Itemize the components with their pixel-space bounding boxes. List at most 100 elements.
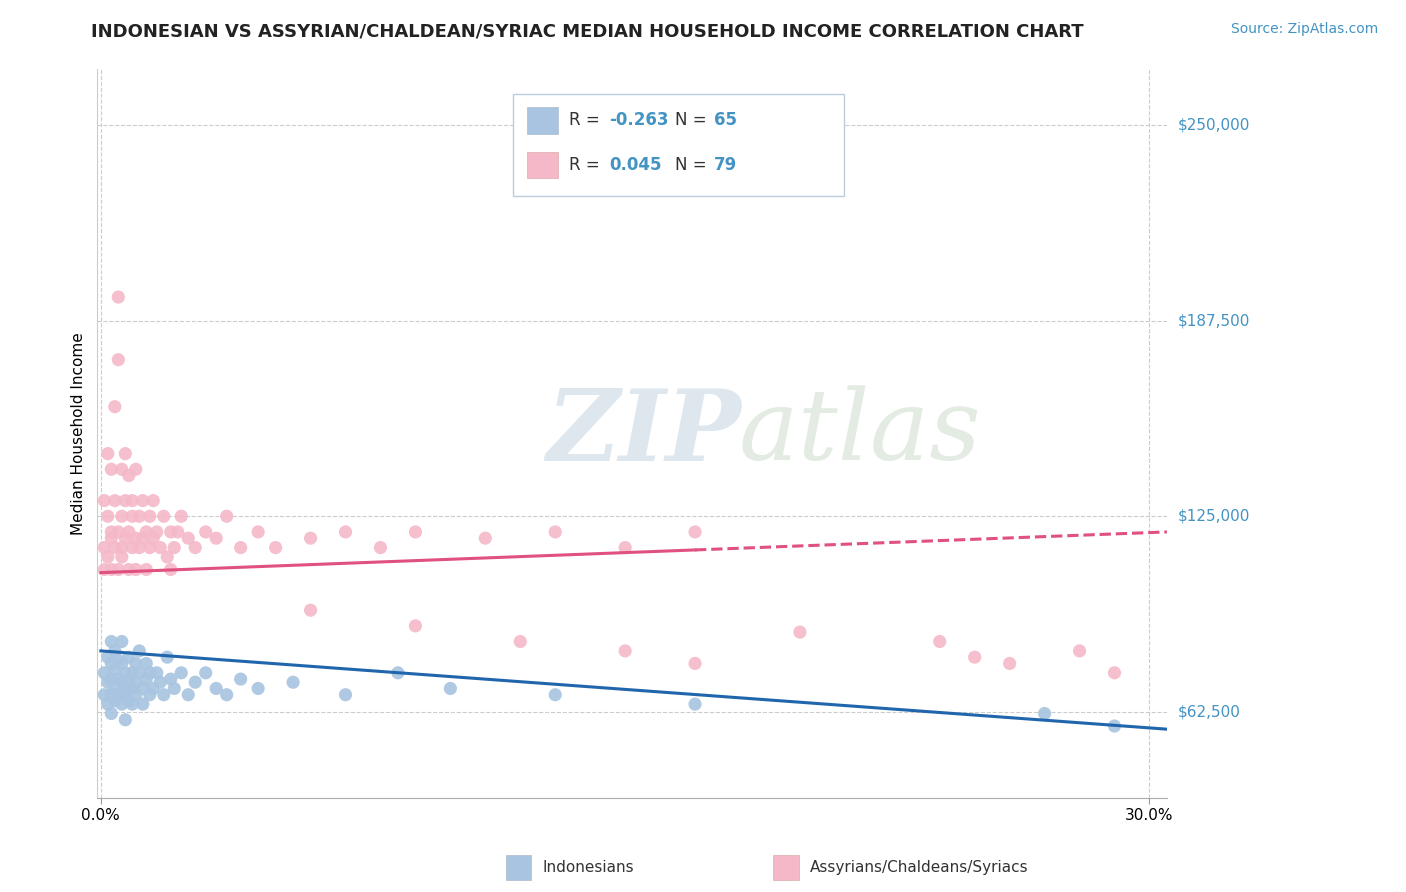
Point (118, 672, 141, 686)
Point (104, 663, 127, 677)
Point (229, 541, 252, 555)
Point (97, 650, 120, 665)
Point (100, 688, 122, 702)
Point (135, 672, 157, 686)
Point (93, 493, 115, 508)
Point (159, 524, 181, 539)
Point (928, 634, 950, 648)
Point (100, 524, 122, 539)
Point (118, 562, 141, 576)
Point (142, 681, 165, 696)
Point (100, 462, 122, 476)
Point (100, 562, 122, 576)
Point (281, 675, 304, 690)
Point (114, 713, 136, 727)
Text: Assyrians/Chaldeans/Syriacs: Assyrians/Chaldeans/Syriacs (810, 860, 1028, 874)
Point (125, 462, 148, 476)
Point (128, 644, 150, 658)
Point (114, 665, 136, 680)
Point (142, 493, 165, 508)
Point (93, 562, 115, 576)
Point (114, 681, 136, 696)
Point (683, 524, 706, 539)
Point (149, 541, 172, 555)
Point (121, 541, 143, 555)
Point (1104, 665, 1126, 680)
Point (107, 562, 129, 576)
Point (387, 665, 409, 680)
Point (509, 634, 531, 648)
Point (247, 524, 270, 539)
Text: -0.263: -0.263 (609, 112, 668, 129)
Point (100, 657, 122, 671)
Point (152, 688, 174, 702)
Text: Indonesians: Indonesians (543, 860, 634, 874)
Point (97, 697, 120, 711)
Text: $125,000: $125,000 (1178, 508, 1250, 524)
Point (107, 672, 129, 686)
Text: 79: 79 (714, 156, 738, 174)
Point (104, 644, 127, 658)
Point (215, 509, 238, 524)
Point (111, 509, 134, 524)
Point (128, 509, 150, 524)
Point (156, 549, 179, 564)
Point (205, 681, 228, 696)
Point (97, 549, 120, 564)
Point (104, 681, 127, 696)
Point (166, 524, 188, 539)
Point (104, 493, 127, 508)
Text: Source: ZipAtlas.com: Source: ZipAtlas.com (1230, 22, 1378, 37)
Point (544, 688, 567, 702)
Point (299, 531, 322, 545)
Point (152, 509, 174, 524)
Point (163, 681, 186, 696)
Point (128, 665, 150, 680)
Point (111, 657, 134, 671)
Point (544, 524, 567, 539)
Point (93, 665, 115, 680)
Point (159, 562, 181, 576)
Text: $62,500: $62,500 (1178, 705, 1241, 720)
Point (100, 531, 122, 545)
Point (614, 541, 637, 555)
Point (335, 688, 357, 702)
Point (404, 619, 426, 633)
Point (163, 541, 186, 555)
Point (370, 541, 392, 555)
Point (139, 541, 162, 555)
Point (118, 650, 141, 665)
Point (111, 675, 134, 690)
Point (104, 694, 127, 708)
Point (205, 531, 228, 545)
Point (114, 688, 136, 702)
Point (128, 541, 150, 555)
Point (97, 675, 120, 690)
Point (118, 694, 141, 708)
Point (139, 688, 162, 702)
Point (177, 531, 200, 545)
Point (111, 541, 134, 555)
Point (100, 706, 122, 721)
Point (139, 509, 162, 524)
Point (439, 681, 461, 696)
Point (111, 697, 134, 711)
Point (789, 625, 811, 640)
Text: $250,000: $250,000 (1178, 118, 1250, 132)
Point (104, 400, 127, 414)
Text: R =: R = (569, 112, 606, 129)
Point (125, 562, 148, 576)
Point (111, 462, 134, 476)
Point (683, 657, 706, 671)
Point (683, 697, 706, 711)
Point (1033, 706, 1056, 721)
Point (97, 509, 120, 524)
Point (229, 672, 252, 686)
Point (121, 665, 143, 680)
Point (614, 644, 637, 658)
Y-axis label: Median Household Income: Median Household Income (72, 332, 86, 534)
Point (100, 634, 122, 648)
Point (125, 675, 148, 690)
Text: $187,500: $187,500 (1178, 313, 1250, 328)
Point (404, 524, 426, 539)
